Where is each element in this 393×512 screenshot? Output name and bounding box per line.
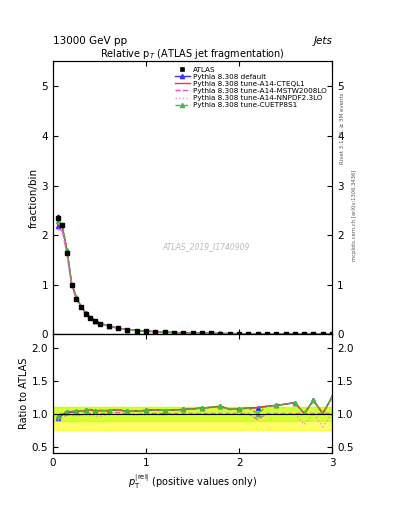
Legend: ATLAS, Pythia 8.308 default, Pythia 8.308 tune-A14-CTEQL1, Pythia 8.308 tune-A14: ATLAS, Pythia 8.308 default, Pythia 8.30… xyxy=(172,63,330,111)
Bar xyxy=(53,407,332,421)
Y-axis label: Ratio to ATLAS: Ratio to ATLAS xyxy=(19,358,29,430)
Text: ATLAS_2019_I1740909: ATLAS_2019_I1740909 xyxy=(163,243,250,251)
Y-axis label: fraction/bin: fraction/bin xyxy=(29,168,39,228)
Bar xyxy=(53,407,332,430)
Text: Rivet 3.1.10, ≥ 3M events: Rivet 3.1.10, ≥ 3M events xyxy=(340,92,345,164)
X-axis label: $p_{\rm T}^{|{\rm rel}|}$ (positive values only): $p_{\rm T}^{|{\rm rel}|}$ (positive valu… xyxy=(128,472,257,490)
Title: Relative p$_{T}$ (ATLAS jet fragmentation): Relative p$_{T}$ (ATLAS jet fragmentatio… xyxy=(100,47,285,61)
Text: mcplots.cern.ch [arXiv:1306.3436]: mcplots.cern.ch [arXiv:1306.3436] xyxy=(352,169,357,261)
Text: Jets: Jets xyxy=(313,36,332,47)
Text: 13000 GeV pp: 13000 GeV pp xyxy=(53,36,127,47)
